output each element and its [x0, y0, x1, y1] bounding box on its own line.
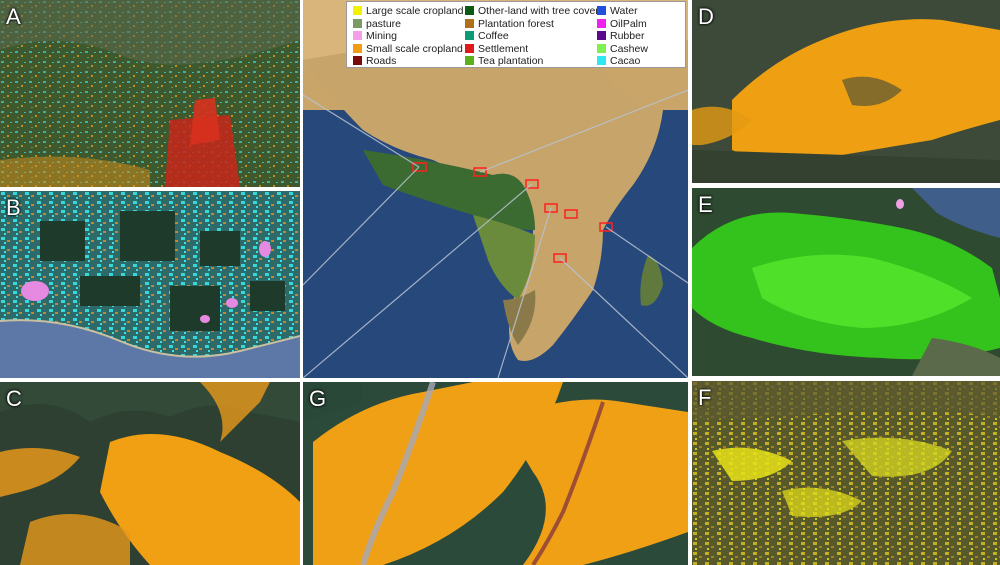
legend-item: Roads [353, 55, 396, 67]
legend-swatch [465, 43, 474, 53]
legend-label: Other-land with tree cover [478, 5, 599, 17]
panel-g-map: G [303, 382, 688, 565]
africa-overview-map: Large scale cropland pasture Mining Small s… [303, 0, 688, 378]
legend-label: Plantation forest [478, 17, 554, 30]
legend-swatch [465, 31, 474, 40]
legend-item: Water [597, 5, 638, 17]
panel-c-label: C [6, 386, 22, 411]
legend-label: Large scale cropland [366, 5, 464, 17]
legend-swatch [353, 18, 362, 28]
map-legend: Large scale cropland pasture Mining Small s… [346, 1, 686, 68]
legend-item: Large scale cropland [353, 5, 463, 17]
legend-item: Coffee [465, 30, 509, 42]
panel-g-label: G [309, 386, 327, 411]
legend-label: Rubber [610, 30, 645, 42]
legend-swatch [597, 56, 606, 65]
panel-a-map: A [0, 0, 300, 187]
legend-swatch [353, 43, 362, 53]
panel-d-map: D [692, 0, 1000, 183]
legend-item: Cashew [597, 43, 648, 55]
legend-swatch [597, 6, 606, 15]
legend-swatch [353, 56, 362, 65]
legend-item: Rubber [597, 30, 644, 42]
legend-item: Plantation forest [465, 18, 554, 30]
legend-swatch [597, 43, 606, 53]
panel-f-label: F [698, 385, 712, 410]
legend-label: Small scale cropland [366, 42, 463, 55]
legend-item: OilPalm [597, 18, 647, 30]
legend-label: pasture [366, 17, 402, 30]
legend-item: Mining [353, 30, 397, 42]
legend-item: Other-land with tree cover [465, 5, 599, 17]
legend-item: Cacao [597, 55, 640, 67]
legend-label: Cashew [610, 42, 648, 55]
legend-label: Roads [366, 55, 397, 67]
panel-c-map: C [0, 382, 300, 565]
legend-swatch [465, 6, 474, 15]
panel-f-map: F [692, 381, 1000, 565]
panel-e-label: E [698, 192, 713, 217]
legend-label: Tea plantation [478, 55, 544, 67]
legend-swatch [353, 6, 362, 15]
legend-label: Cacao [610, 55, 641, 67]
legend-item: Tea plantation [465, 55, 543, 67]
panel-a-label: A [6, 4, 21, 29]
legend-swatch [597, 31, 606, 40]
legend-swatch [465, 18, 474, 28]
panel-d-label: D [698, 4, 714, 29]
legend-label: Settlement [478, 42, 529, 55]
legend-label: Mining [366, 30, 397, 42]
legend-item: pasture [353, 18, 401, 30]
panel-b-map: B [0, 191, 300, 378]
legend-label: Coffee [478, 30, 509, 42]
panel-b-label: B [6, 195, 21, 220]
legend-swatch [353, 31, 362, 40]
legend-item: Small scale cropland [353, 43, 463, 55]
legend-label: Water [610, 5, 638, 17]
legend-swatch [465, 56, 474, 65]
legend-swatch [597, 18, 606, 28]
panel-e-map: E [692, 188, 1000, 376]
legend-item: Settlement [465, 43, 528, 55]
legend-label: OilPalm [610, 17, 647, 30]
